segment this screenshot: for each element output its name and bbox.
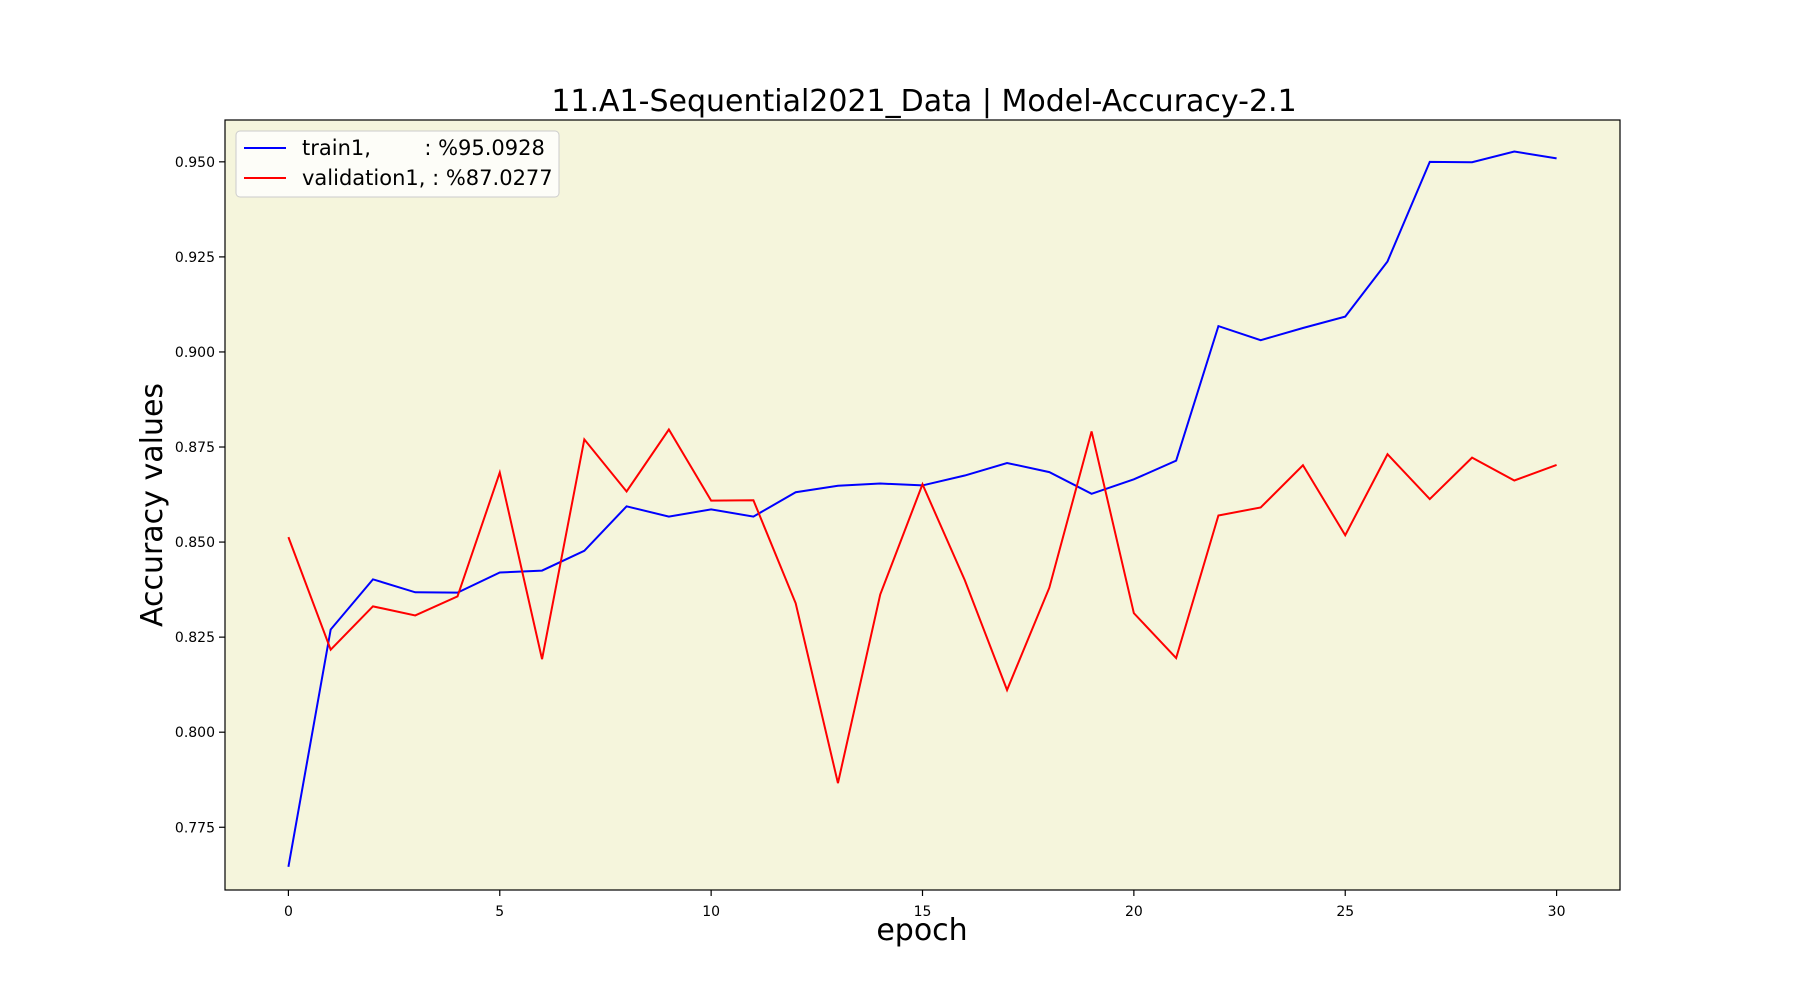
y-tick-label: 0.775 <box>175 820 215 836</box>
y-axis-label: Accuracy values <box>135 383 170 627</box>
y-tick-label: 0.900 <box>175 345 215 361</box>
plot-area <box>225 120 1620 890</box>
x-tick-label: 25 <box>1336 904 1354 920</box>
x-axis-label: epoch <box>876 913 967 948</box>
x-tick-label: 5 <box>495 904 504 920</box>
x-tick-label: 20 <box>1125 904 1143 920</box>
y-tick-label: 0.825 <box>175 630 215 646</box>
y-tick-label: 0.950 <box>175 155 215 171</box>
x-axis: 0 5 10 15 20 25 30 <box>284 890 1566 920</box>
series-layer <box>287 150 1557 867</box>
y-tick-label: 0.800 <box>175 725 215 741</box>
x-tick-label: 30 <box>1548 904 1566 920</box>
x-tick-label: 0 <box>284 904 293 920</box>
y-tick-label: 0.925 <box>175 250 215 266</box>
y-tick-label: 0.875 <box>175 440 215 456</box>
legend-box <box>235 130 560 198</box>
legend-label-validation1: validation1, : %87.0277 <box>302 166 553 190</box>
legend-label-train1: train1, : %95.0928 <box>302 136 545 160</box>
y-tick-label: 0.850 <box>175 535 215 551</box>
x-tick-label: 10 <box>702 904 720 920</box>
legend: train1, : %95.0928 validation1, : %87.02… <box>235 130 560 198</box>
series-line-validation1 <box>287 427 1557 784</box>
y-axis: 0.775 0.800 0.825 0.850 0.875 0.900 0.925 0.950 <box>175 155 225 836</box>
chart-title: 11.A1-Sequential2021_Data | Model-Accura… <box>551 84 1296 119</box>
x-tick-label: 15 <box>914 904 932 920</box>
